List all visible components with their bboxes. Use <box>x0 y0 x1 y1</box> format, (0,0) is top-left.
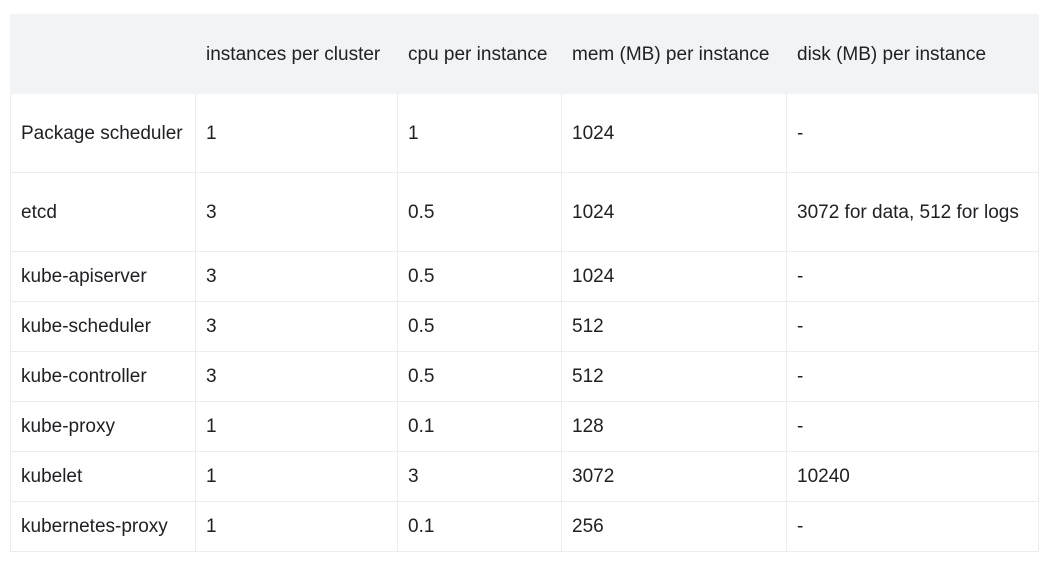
cell-mem: 1024 <box>561 251 787 302</box>
cell-cpu: 0.1 <box>397 501 562 552</box>
cell-cpu: 0.5 <box>397 172 562 252</box>
cell-instances: 3 <box>195 172 398 252</box>
cell-disk: 3072 for data, 512 for logs <box>786 172 1039 252</box>
cell-disk: - <box>786 401 1039 452</box>
header-cell-instances-per-cluster: instances per cluster <box>195 14 398 94</box>
cell-component: kubelet <box>10 451 196 502</box>
cell-disk: - <box>786 93 1039 173</box>
table-row: kubelet 1 3 3072 10240 <box>10 451 1039 502</box>
cell-mem: 1024 <box>561 172 787 252</box>
resource-table-container: instances per cluster cpu per instance m… <box>10 14 1039 552</box>
cell-component: kube-apiserver <box>10 251 196 302</box>
cell-disk: - <box>786 251 1039 302</box>
cell-instances: 1 <box>195 401 398 452</box>
cell-disk: - <box>786 501 1039 552</box>
cell-disk: 10240 <box>786 451 1039 502</box>
header-cell-component <box>10 14 196 94</box>
cell-component: kube-proxy <box>10 401 196 452</box>
cell-component: Package scheduler <box>10 93 196 173</box>
cell-instances: 3 <box>195 251 398 302</box>
cell-instances: 1 <box>195 501 398 552</box>
header-cell-cpu-per-instance: cpu per instance <box>397 14 562 94</box>
table-body: Package scheduler 1 1 1024 - etcd 3 0.5 … <box>10 93 1039 552</box>
cell-cpu: 0.5 <box>397 351 562 402</box>
table-row: kube-apiserver 3 0.5 1024 - <box>10 251 1039 302</box>
table-row: kube-controller 3 0.5 512 - <box>10 351 1039 402</box>
table-row: Package scheduler 1 1 1024 - <box>10 93 1039 173</box>
cell-cpu: 1 <box>397 93 562 173</box>
cell-disk: - <box>786 351 1039 402</box>
cell-mem: 128 <box>561 401 787 452</box>
table-row: kubernetes-proxy 1 0.1 256 - <box>10 501 1039 552</box>
cell-component: kubernetes-proxy <box>10 501 196 552</box>
header-row: instances per cluster cpu per instance m… <box>10 14 1039 94</box>
table-row: kube-proxy 1 0.1 128 - <box>10 401 1039 452</box>
cell-cpu: 0.5 <box>397 301 562 352</box>
cell-instances: 1 <box>195 93 398 173</box>
cell-cpu: 3 <box>397 451 562 502</box>
cell-component: kube-controller <box>10 351 196 402</box>
cell-mem: 1024 <box>561 93 787 173</box>
cell-instances: 3 <box>195 351 398 402</box>
cell-cpu: 0.1 <box>397 401 562 452</box>
table-header: instances per cluster cpu per instance m… <box>10 14 1039 94</box>
resource-table: instances per cluster cpu per instance m… <box>10 14 1039 552</box>
cell-mem: 3072 <box>561 451 787 502</box>
table-row: etcd 3 0.5 1024 3072 for data, 512 for l… <box>10 172 1039 252</box>
cell-component: etcd <box>10 172 196 252</box>
cell-disk: - <box>786 301 1039 352</box>
cell-component: kube-scheduler <box>10 301 196 352</box>
header-cell-disk-per-instance: disk (MB) per instance <box>786 14 1039 94</box>
cell-mem: 512 <box>561 351 787 402</box>
cell-mem: 256 <box>561 501 787 552</box>
cell-instances: 1 <box>195 451 398 502</box>
cell-cpu: 0.5 <box>397 251 562 302</box>
cell-mem: 512 <box>561 301 787 352</box>
table-row: kube-scheduler 3 0.5 512 - <box>10 301 1039 352</box>
header-cell-mem-per-instance: mem (MB) per instance <box>561 14 787 94</box>
cell-instances: 3 <box>195 301 398 352</box>
